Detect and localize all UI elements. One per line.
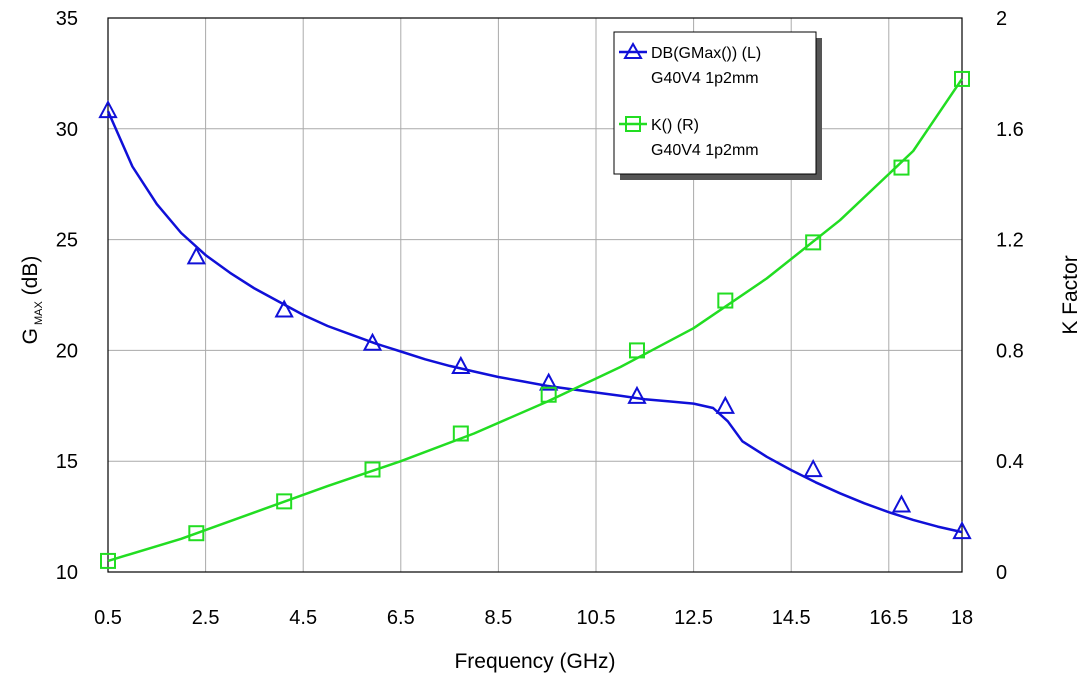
y-right-tick-label: 0.8: [996, 340, 1024, 362]
series-line-1: [107, 78, 964, 563]
y-axis-left-label-rest: (dB): [19, 256, 42, 302]
triangle-marker: [186, 246, 206, 265]
x-tick-label: 12.5: [674, 607, 713, 629]
y-left-tick-label: 30: [56, 119, 78, 141]
y-left-tick-label: 15: [56, 451, 78, 473]
x-tick-label: 4.5: [289, 607, 317, 629]
y-left-tick-label: 10: [56, 562, 78, 584]
square-marker: [100, 552, 116, 569]
x-tick-label: 14.5: [772, 607, 811, 629]
legend-sublabel-gmax: G40V4 1p2mm: [651, 70, 759, 87]
tick-labels: 0.5 2.5 4.5 6.5 8.5 10.5 12.5 14.5 16.5 181015202…: [56, 8, 1024, 629]
legend-label-gmax: DB(GMax()) (L): [651, 45, 761, 62]
y-axis-left-label-sub: MAX: [33, 301, 45, 326]
square-marker: [276, 493, 293, 510]
y-right-tick-label: 0.4: [996, 451, 1024, 473]
y-right-tick-label: 0: [996, 562, 1007, 584]
y-left-tick-label: 20: [56, 340, 78, 362]
triangle-marker: [538, 372, 559, 391]
legend-square-icon: [625, 116, 641, 132]
x-axis-label: Frequency (GHz): [454, 650, 615, 673]
triangle-marker: [715, 395, 735, 414]
legend-box: [613, 31, 817, 175]
square-marker: [717, 292, 734, 309]
y-right-tick-label: 1.2: [996, 230, 1024, 252]
grid-lines: [108, 18, 962, 572]
legend-sublabel-k: G40V4 1p2mm: [651, 142, 759, 159]
x-tick-label: 10.5: [577, 607, 616, 629]
square-marker: [188, 525, 205, 542]
triangle-marker: [98, 99, 118, 119]
y-left-tick-label: 25: [56, 230, 78, 252]
square-marker: [364, 461, 381, 478]
x-tick-label: 0.5: [94, 607, 122, 629]
legend-label-k: K() (R): [651, 117, 699, 134]
legend-triangle-icon: [623, 41, 643, 59]
plot-area-frame: [107, 17, 963, 573]
square-marker: [628, 342, 645, 359]
triangle-marker: [803, 458, 823, 478]
triangle-marker: [362, 332, 383, 351]
y-axis-left-label-main: G: [19, 328, 42, 344]
triangle-marker: [451, 355, 471, 375]
square-marker: [452, 425, 469, 442]
triangle-marker: [627, 385, 647, 404]
series-layer: [98, 70, 972, 569]
x-tick-label: 16.5: [869, 607, 908, 629]
x-tick-label: 8.5: [484, 607, 512, 629]
series-line-0: [106, 110, 963, 534]
triangle-marker: [952, 520, 972, 540]
square-marker: [540, 386, 557, 403]
square-marker: [954, 70, 970, 87]
legend: DB(GMax()) (L) G40V4 1p2mm K() (R) G40V4…: [613, 31, 822, 180]
y-right-tick-label: 1.6: [996, 119, 1024, 141]
x-tick-label: 18: [951, 607, 973, 629]
y-right-tick-label: 2: [996, 8, 1007, 30]
y-axis-right-label: K Factor: [1059, 255, 1082, 334]
triangle-marker: [891, 494, 912, 513]
triangle-marker: [274, 299, 294, 318]
x-tick-label: 2.5: [192, 607, 220, 629]
x-tick-label: 6.5: [387, 607, 415, 629]
square-marker: [893, 159, 910, 176]
y-axis-left-label: G MAX (dB): [19, 256, 45, 345]
y-left-tick-label: 35: [56, 8, 78, 30]
square-marker: [805, 234, 822, 251]
